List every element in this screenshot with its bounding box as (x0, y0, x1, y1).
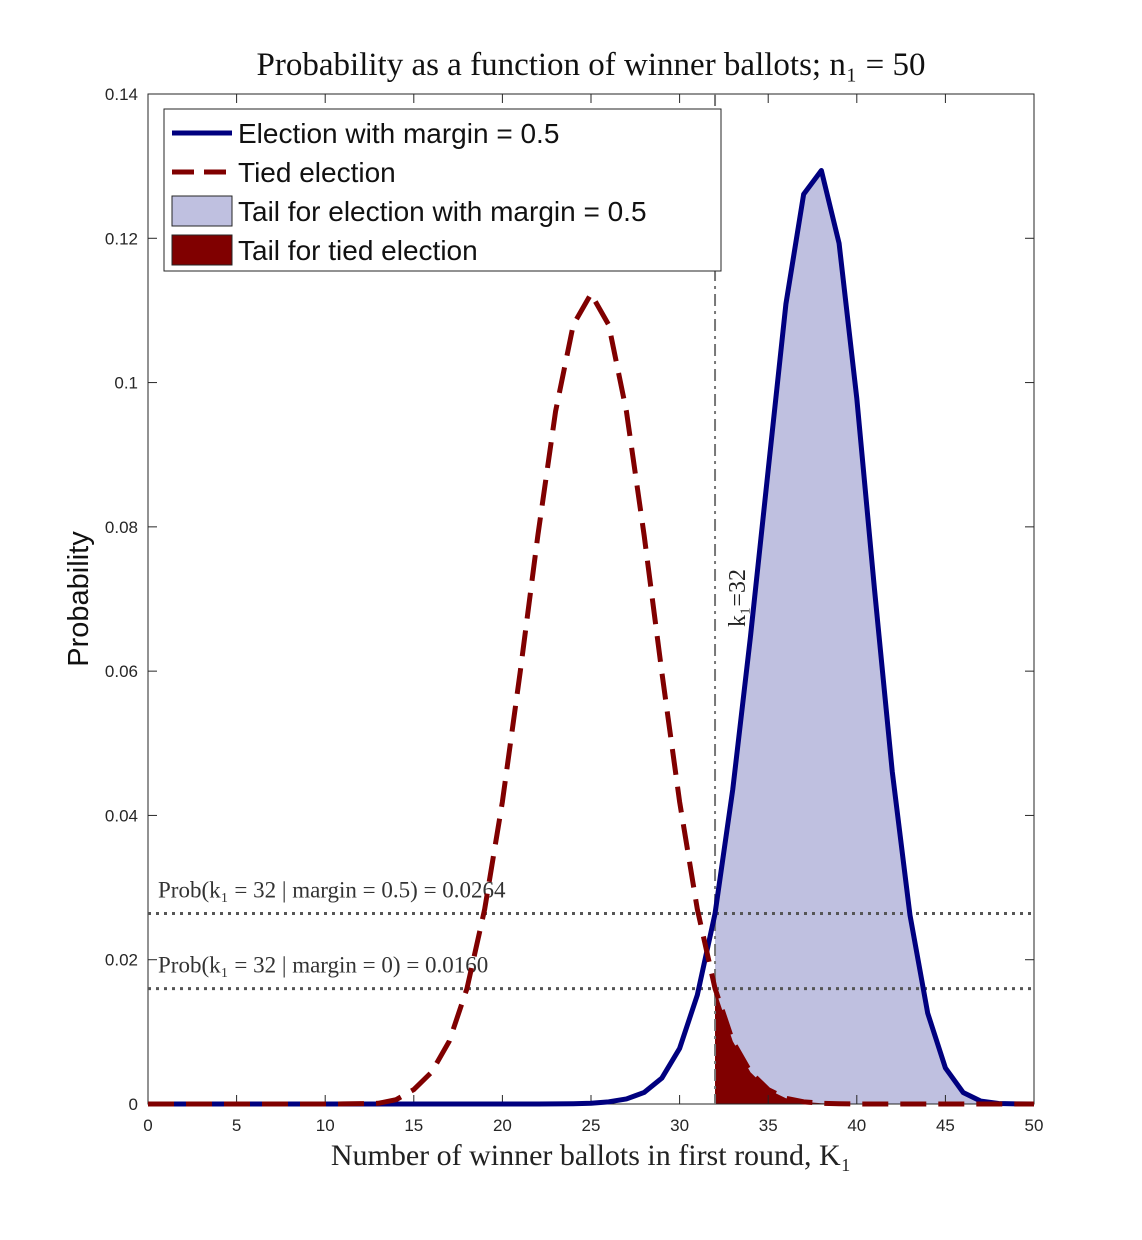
x-axis-label: Number of winner ballots in first round,… (331, 1139, 851, 1172)
chart-title: Probability as a function of winner ball… (257, 47, 926, 83)
legend-label-2: Tail for election with margin = 0.5 (238, 196, 647, 227)
x-tick-label-1: 5 (232, 1116, 241, 1135)
tail-area-1 (715, 988, 1034, 1104)
y-tick-label-3: 0.06 (105, 662, 138, 681)
tail-area-0 (715, 170, 1034, 1104)
reference-line-label-0: Prob(k₁ = 32 | margin = 0.5) = 0.0264 (158, 878, 506, 903)
legend: Election with margin = 0.5 Tied election T… (163, 108, 722, 272)
legend-label-1: Tied election (238, 157, 396, 188)
x-tick-label-8: 40 (847, 1116, 866, 1135)
y-tick-label-5: 0.1 (114, 374, 138, 393)
x-tick-label-5: 25 (582, 1116, 601, 1135)
legend-swatch-3 (171, 234, 233, 266)
y-tick-label-6: 0.12 (105, 229, 138, 248)
y-tick-label-7: 0.14 (105, 85, 138, 104)
y-tick-label-1: 0.02 (105, 951, 138, 970)
x-tick-label-10: 50 (1025, 1116, 1044, 1135)
x-tick-label-2: 10 (316, 1116, 335, 1135)
plot-area: 0 5 10 15 20 25 30 35 40 45 50 0 0.02 0.04 0.06 0.08 0.1… (105, 85, 1044, 1135)
y-tick-label-4: 0.08 (105, 518, 138, 537)
x-tick-label-9: 45 (936, 1116, 955, 1135)
legend-label-0: Election with margin = 0.5 (238, 118, 559, 149)
x-tick-label-6: 30 (670, 1116, 689, 1135)
series-line-1 (148, 291, 1034, 1107)
y-axis-label: Probability (63, 531, 95, 667)
legend-swatch-2 (171, 195, 233, 227)
x-tick-label-0: 0 (143, 1116, 152, 1135)
series-line-0 (148, 167, 1035, 1107)
legend-label-3: Tail for tied election (238, 235, 478, 266)
x-tick-label-3: 15 (404, 1116, 423, 1135)
y-tick-label-0: 0 (129, 1095, 138, 1114)
reference-line-label-1: Prob(k₁ = 32 | margin = 0) = 0.0160 (158, 953, 488, 978)
x-tick-label-7: 35 (759, 1116, 778, 1135)
y-tick-label-2: 0.04 (105, 806, 138, 825)
legend-box (163, 108, 722, 272)
vertical-marker-label: k₁=32 (725, 569, 751, 627)
x-tick-label-4: 20 (493, 1116, 512, 1135)
